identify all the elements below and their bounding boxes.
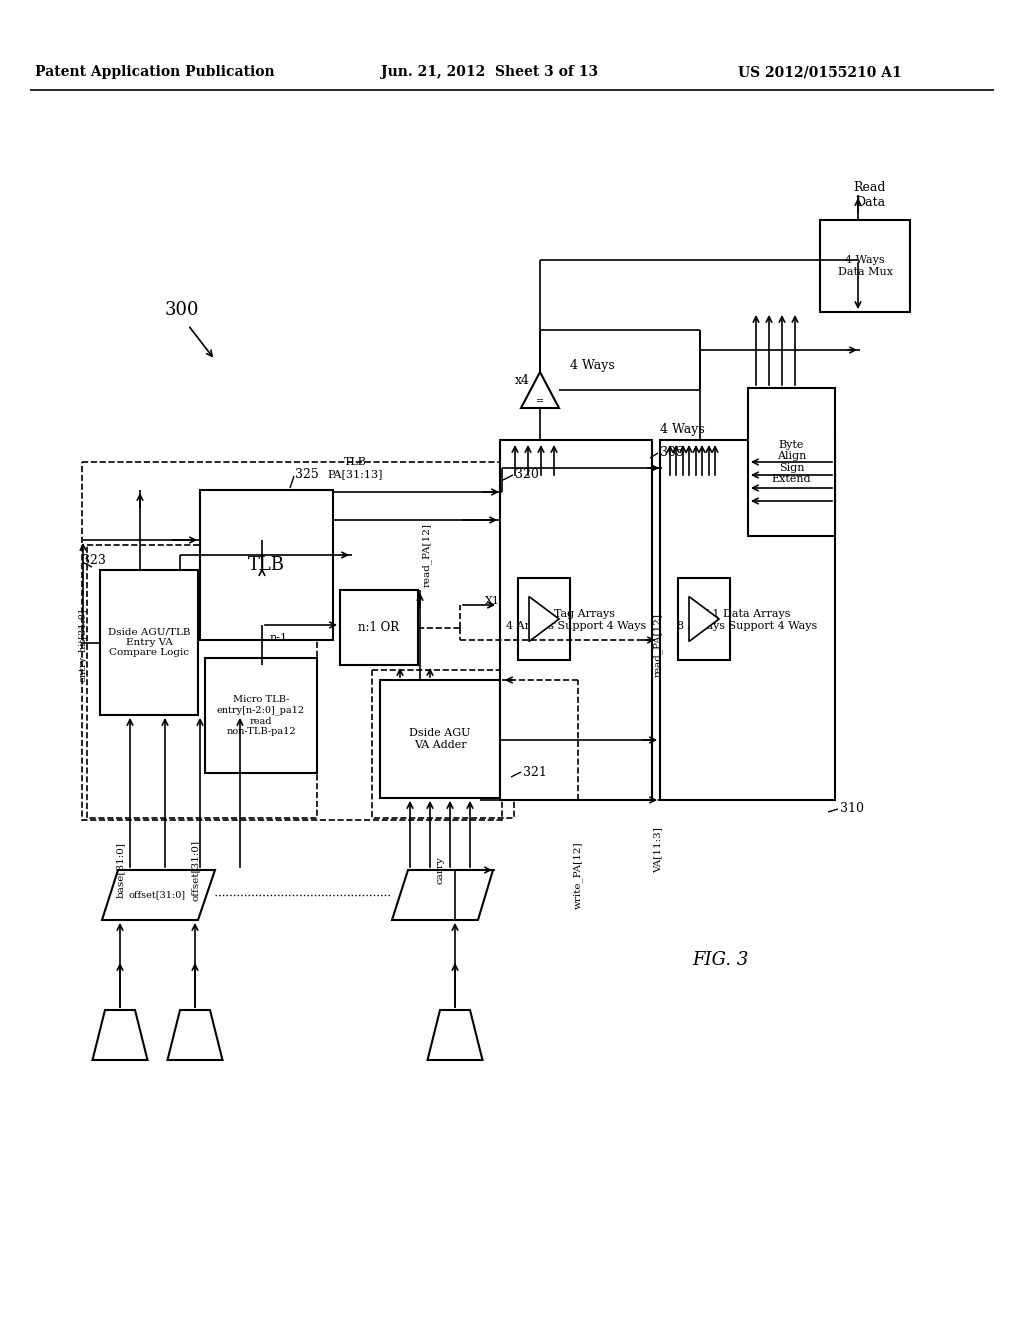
Text: write_PA[12]: write_PA[12] xyxy=(573,841,583,908)
Text: TLB: TLB xyxy=(248,556,285,574)
Polygon shape xyxy=(689,597,719,642)
Polygon shape xyxy=(102,870,215,920)
Text: x4: x4 xyxy=(515,374,530,387)
Text: TLB: TLB xyxy=(344,457,367,467)
Polygon shape xyxy=(427,1010,482,1060)
FancyBboxPatch shape xyxy=(500,440,652,800)
Polygon shape xyxy=(92,1010,147,1060)
Text: PA[31:13]: PA[31:13] xyxy=(328,469,383,479)
FancyBboxPatch shape xyxy=(200,490,333,640)
Text: 325: 325 xyxy=(295,469,318,482)
Text: =: = xyxy=(536,397,544,407)
FancyBboxPatch shape xyxy=(820,220,910,312)
Text: US 2012/0155210 A1: US 2012/0155210 A1 xyxy=(738,65,902,79)
Text: 4 Ways: 4 Ways xyxy=(660,424,705,437)
FancyBboxPatch shape xyxy=(340,590,418,665)
Text: read_PA[12]: read_PA[12] xyxy=(653,612,663,677)
Text: Jun. 21, 2012  Sheet 3 of 13: Jun. 21, 2012 Sheet 3 of 13 xyxy=(381,65,599,79)
Text: offset[31:0]: offset[31:0] xyxy=(190,840,200,900)
Text: read_PA[12]: read_PA[12] xyxy=(422,523,432,587)
Text: X1: X1 xyxy=(484,597,500,606)
Text: FIG. 3: FIG. 3 xyxy=(692,950,749,969)
Text: offset[31:0]: offset[31:0] xyxy=(128,891,185,899)
FancyBboxPatch shape xyxy=(678,578,730,660)
FancyBboxPatch shape xyxy=(660,440,835,800)
Text: 4 Ways: 4 Ways xyxy=(570,359,614,371)
Text: L1 Tag Arrays
4 Arrays Support 4 Ways: L1 Tag Arrays 4 Arrays Support 4 Ways xyxy=(506,610,646,631)
Text: Byte
Align
Sign
Extend: Byte Align Sign Extend xyxy=(772,440,811,484)
Text: 321: 321 xyxy=(523,766,547,779)
Text: Micro TLB-
entry[n-2:0]_pa12
read
non-TLB-pa12: Micro TLB- entry[n-2:0]_pa12 read non-TL… xyxy=(217,696,305,737)
Text: 310: 310 xyxy=(840,801,864,814)
Text: n-1: n-1 xyxy=(270,634,288,643)
FancyBboxPatch shape xyxy=(518,578,570,660)
Text: VA[11:3]: VA[11:3] xyxy=(653,828,663,873)
FancyBboxPatch shape xyxy=(748,388,835,536)
Text: base[31:0]: base[31:0] xyxy=(116,842,125,898)
Text: L1 Data Arrays
8 Arrays Support 4 Ways: L1 Data Arrays 8 Arrays Support 4 Ways xyxy=(677,610,817,631)
Text: 320: 320 xyxy=(515,469,539,482)
Text: 323: 323 xyxy=(82,553,105,566)
Text: n:1 OR: n:1 OR xyxy=(358,620,399,634)
Text: Dside AGU/TLB
Entry VA
Compare Logic: Dside AGU/TLB Entry VA Compare Logic xyxy=(108,627,190,657)
Text: 300: 300 xyxy=(165,301,200,319)
Polygon shape xyxy=(529,597,559,642)
Text: Patent Application Publication: Patent Application Publication xyxy=(35,65,274,79)
Polygon shape xyxy=(521,372,559,408)
Text: 305: 305 xyxy=(660,446,684,458)
Text: 4 Ways
Data Mux: 4 Ways Data Mux xyxy=(838,255,893,277)
Text: Dside AGU
VA Adder: Dside AGU VA Adder xyxy=(410,729,471,750)
FancyBboxPatch shape xyxy=(380,680,500,799)
FancyBboxPatch shape xyxy=(205,657,317,774)
Text: carry: carry xyxy=(435,857,444,884)
Polygon shape xyxy=(168,1010,222,1060)
FancyBboxPatch shape xyxy=(100,570,198,715)
Text: entry_hit[31:0]: entry_hit[31:0] xyxy=(78,609,88,682)
Text: Delay: Delay xyxy=(529,615,559,623)
Text: Delay: Delay xyxy=(689,615,719,623)
Text: Read
Data: Read Data xyxy=(854,181,886,209)
Polygon shape xyxy=(392,870,493,920)
